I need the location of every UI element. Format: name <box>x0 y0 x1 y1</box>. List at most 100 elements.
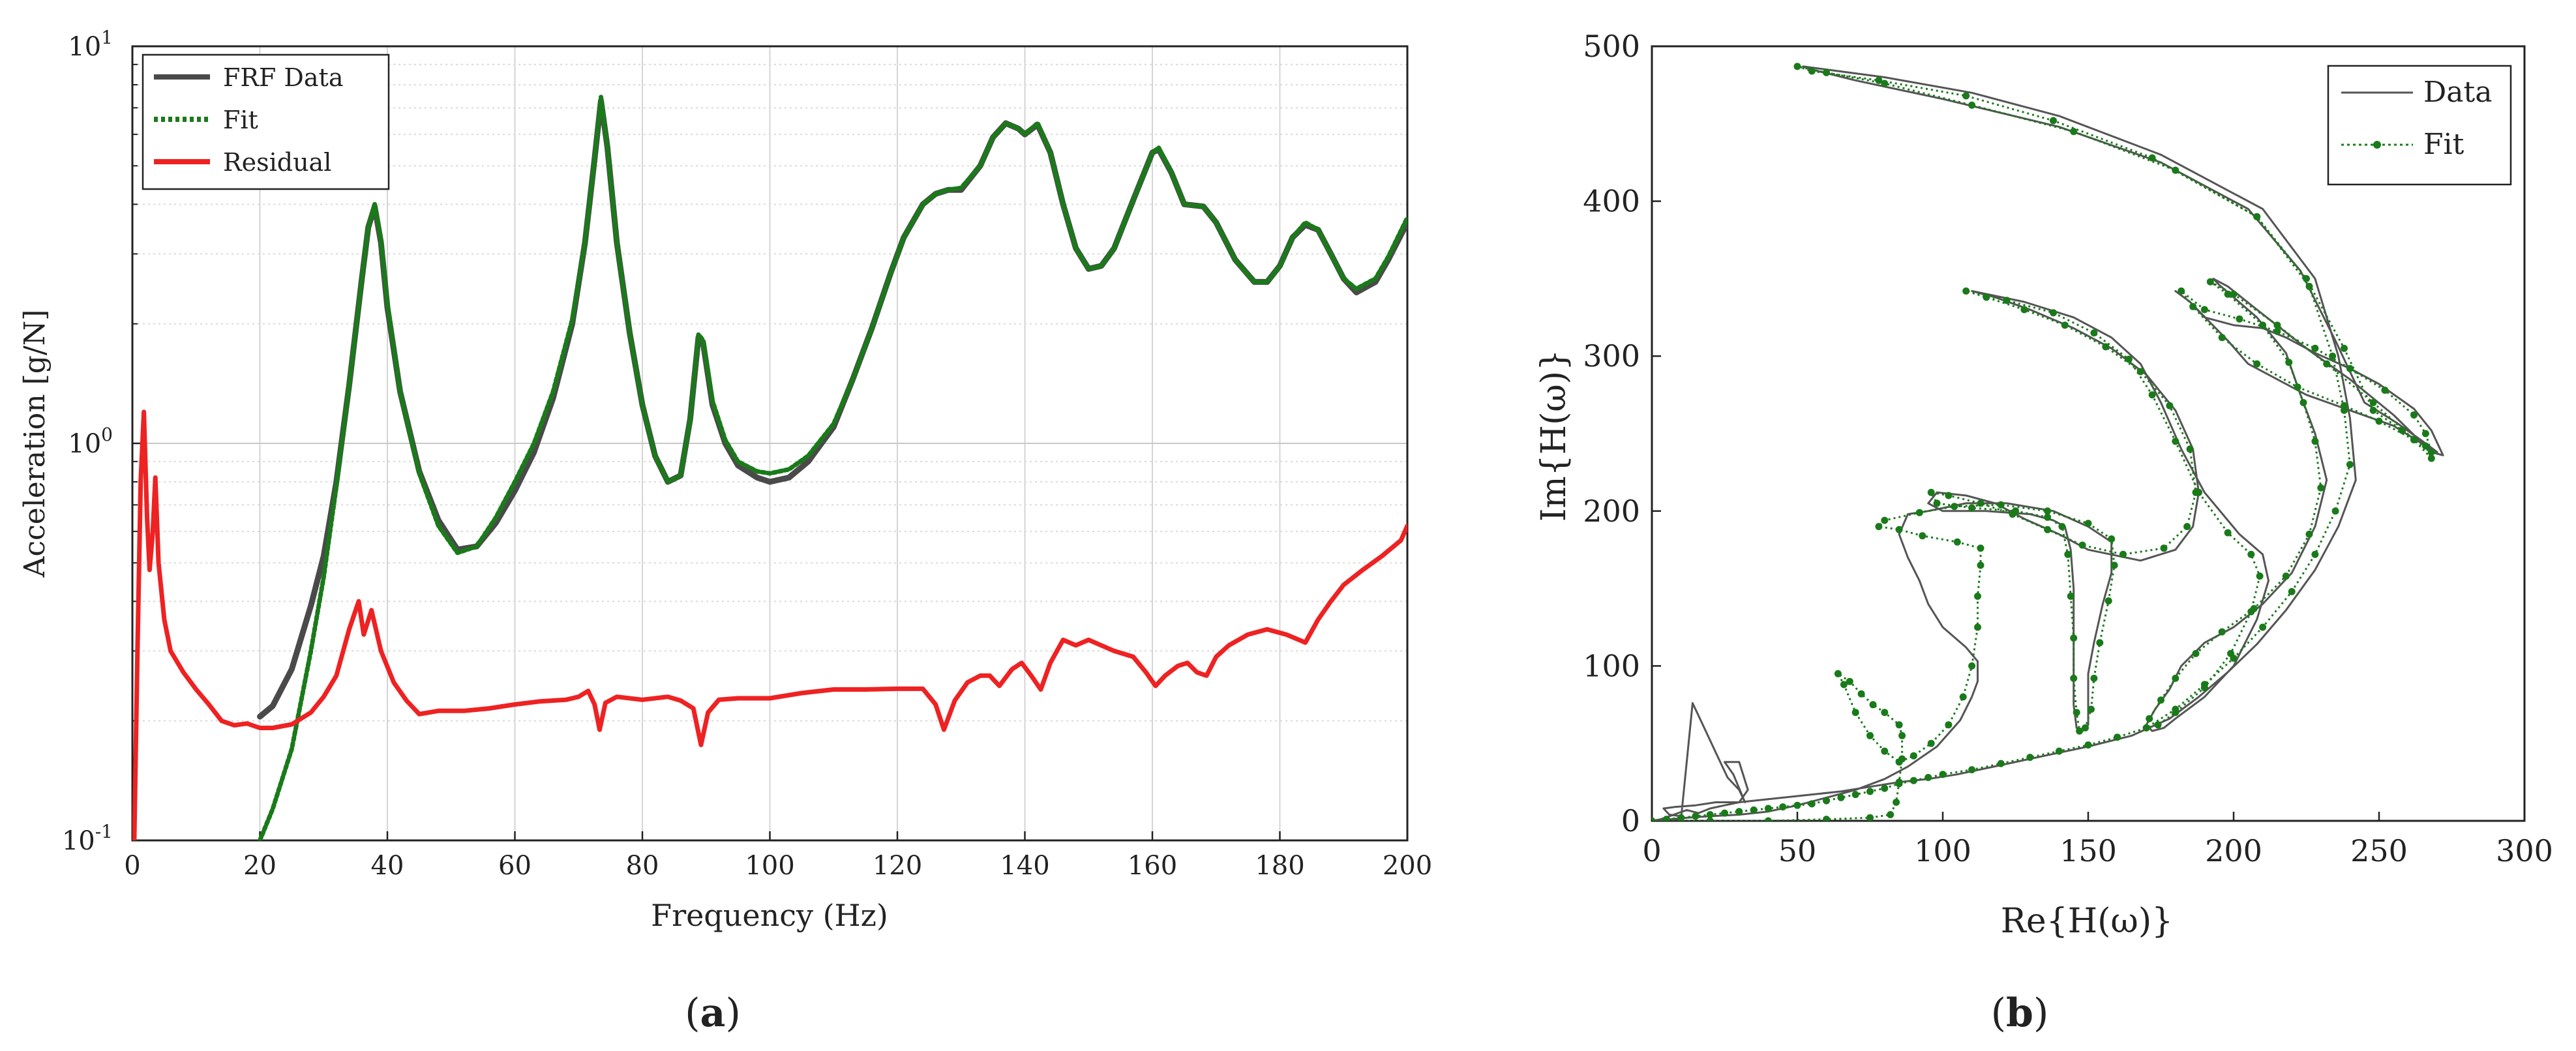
series-point-fit <box>2375 417 2383 425</box>
series-point-fit <box>2136 368 2144 376</box>
legend-label-frf-data: FRF Data <box>223 63 343 92</box>
series-point-fit <box>1869 701 1877 709</box>
y-tick-label-200: 200 <box>1583 494 1640 529</box>
series-point-fit <box>2061 321 2069 329</box>
series-point-fit <box>1881 747 1889 755</box>
series-line-frf-data <box>257 97 1407 720</box>
series-point-fit <box>2288 587 2296 595</box>
series-point-fit <box>2078 541 2086 549</box>
series-point-fit <box>2299 399 2307 406</box>
x-tick-label-60: 60 <box>498 851 532 881</box>
series-point-fit <box>2256 572 2264 580</box>
series-point-fit <box>2104 597 2112 605</box>
y-tick-label-10e1: 101 <box>68 27 113 62</box>
series-point-fit <box>1915 509 1923 516</box>
series-point-fit <box>2317 484 2325 492</box>
series-point-fit <box>1866 814 1874 821</box>
series-point-fit <box>1997 501 2005 509</box>
series-point-fit <box>2090 674 2098 682</box>
series-point-fit <box>1927 739 1935 747</box>
series-point-fit <box>2236 315 2243 323</box>
series-point-fit <box>2119 550 2127 558</box>
series-point-fit <box>2285 359 2293 366</box>
series-point-fit <box>1895 778 1903 786</box>
series-point-fit <box>2410 411 2418 419</box>
series-point-fit <box>2247 550 2255 558</box>
series-point-fit <box>2206 278 2214 286</box>
series-point-fit <box>2178 287 2185 295</box>
series-point-fit <box>2154 721 2162 729</box>
series-point-fit <box>1846 677 1853 685</box>
series-point-fit <box>2218 628 2226 636</box>
x-tick-label-80: 80 <box>626 851 659 881</box>
legend-label-residual: Residual <box>223 148 331 177</box>
series-point-fit <box>2084 741 2092 749</box>
x-tick-label-200: 200 <box>1383 851 1432 881</box>
series-point-fit <box>2142 724 2150 732</box>
series-point-fit <box>2311 550 2319 558</box>
series-point-fit <box>2070 634 2078 642</box>
series-point-fit <box>1779 803 1787 811</box>
series-point-fit <box>2305 530 2313 538</box>
series-point-fit <box>2323 360 2331 368</box>
series-point-fit <box>2369 399 2377 406</box>
series-line-residual <box>132 409 1407 840</box>
series-point-fit <box>1875 76 1883 84</box>
series-point-fit <box>2003 297 2011 304</box>
series-line-fit <box>258 95 1407 840</box>
series-point-fit <box>2114 733 2121 741</box>
series-point-fit <box>1808 67 1816 75</box>
legend-label-fit-b: Fit <box>2423 128 2464 161</box>
series-point-fit <box>2311 344 2319 352</box>
chart-a: 0 20 40 60 80 100 120 140 160 180 200 10-1 100 101 F… <box>18 27 1432 1036</box>
series-point-fit <box>1793 63 1801 70</box>
x-tick-label-100: 100 <box>1914 833 1971 868</box>
chart-b-series <box>1652 63 2444 821</box>
series-line-data-b <box>1652 65 2444 821</box>
series-point-fit <box>1968 766 1976 774</box>
series-point-fit <box>2381 387 2389 394</box>
y-tick-label-10e0: 100 <box>68 424 113 459</box>
chart-a-y-axis-label: Acceleration [g/N] <box>18 310 52 578</box>
series-point-fit <box>1945 721 1953 729</box>
series-point-fit <box>1735 808 1743 816</box>
x-tick-label-100: 100 <box>745 851 794 881</box>
y-tick-label-300: 300 <box>1583 338 1640 374</box>
series-point-fit <box>2012 507 2019 515</box>
series-point-fit <box>2020 306 2028 314</box>
series-point-fit <box>1834 670 1842 677</box>
series-point-fit <box>2108 535 2116 543</box>
chart-a-series <box>132 95 1407 840</box>
chart-b-y-ticks: 0 100 200 300 400 500 <box>1583 29 1661 838</box>
series-point-fit <box>2050 117 2057 125</box>
series-point-fit <box>2427 449 2435 456</box>
series-point-fit <box>2172 166 2179 174</box>
series-point-fit <box>1939 771 1947 778</box>
series-point-fit <box>2346 364 2354 372</box>
series-point-fit <box>2189 303 2197 310</box>
series-point-fit <box>2253 213 2261 220</box>
series-point-fit <box>2346 461 2354 468</box>
series-point-fit <box>1898 755 1906 763</box>
series-point-fit <box>2421 442 2429 450</box>
y-tick-label-0: 0 <box>1621 803 1640 838</box>
x-tick-label-250: 250 <box>2350 833 2408 868</box>
series-point-fit <box>1974 593 1981 600</box>
chart-a-panel-label: (a) <box>685 990 741 1036</box>
series-point-fit <box>1887 811 1895 818</box>
chart-b-panel-label: (b) <box>1991 990 2049 1036</box>
series-point-fit <box>1851 709 1859 717</box>
series-point-fit <box>2273 327 2281 335</box>
series-point-fit <box>2064 550 2072 558</box>
series-point-fit <box>2076 727 2084 735</box>
series-point-fit <box>1953 538 1961 546</box>
chart-a-y-ticks: 10-1 100 101 <box>62 27 142 856</box>
series-point-fit <box>1977 561 1984 569</box>
series-point-fit <box>1951 503 1958 511</box>
series-point-fit <box>1823 797 1831 805</box>
chart-b-legend-box <box>2327 65 2512 186</box>
series-point-fit <box>1750 806 1758 814</box>
series-point-fit <box>1919 532 1926 540</box>
series-point-fit <box>1823 68 1831 76</box>
series-point-fit <box>2399 426 2406 434</box>
